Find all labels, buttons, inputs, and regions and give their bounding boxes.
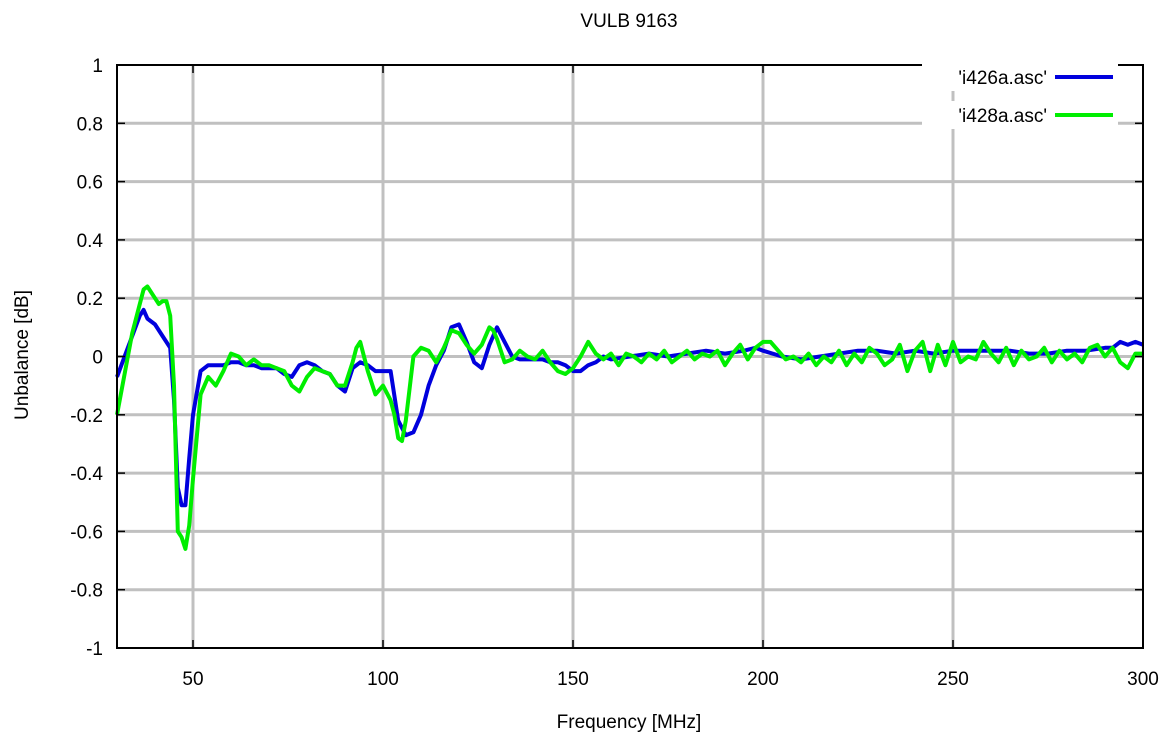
legend-label: 'i426a.asc' <box>958 68 1047 89</box>
legend: 'i426a.asc' 'i428a.asc' <box>922 63 1118 129</box>
y-tick-label: -0.2 <box>70 406 103 427</box>
x-tick-label: 50 <box>182 669 203 690</box>
legend-label: 'i428a.asc' <box>958 106 1047 127</box>
y-tick-label: 1 <box>92 56 103 77</box>
x-tick-label: 250 <box>937 669 969 690</box>
y-tick-label: 0.6 <box>77 173 103 194</box>
y-tick-label: -1 <box>86 639 103 660</box>
x-axis-title: Frequency [MHz] <box>557 712 702 733</box>
x-tick-label: 100 <box>367 669 399 690</box>
series-line-1 <box>115 307 1144 508</box>
y-tick-label: 0.8 <box>77 114 103 135</box>
y-tick-label: 0.2 <box>77 289 103 310</box>
series-line-2 <box>115 284 1143 551</box>
series-layer <box>115 284 1144 551</box>
chart-title: VULB 9163 <box>580 11 677 32</box>
y-tick-label: -0.4 <box>70 464 103 485</box>
x-tick-label: 300 <box>1127 669 1159 690</box>
x-tick-label: 150 <box>557 669 589 690</box>
y-tick-label: 0 <box>92 348 103 369</box>
y-axis-title: Unbalance [dB] <box>12 290 33 420</box>
y-tick-label: -0.6 <box>70 522 103 543</box>
ticks: 50 100 150 200 250 300 -1 -0.8 -0.6 -0.4 -0.2 0 0.2 0… <box>70 56 1159 690</box>
x-tick-label: 200 <box>747 669 779 690</box>
y-tick-label: -0.8 <box>70 581 103 602</box>
y-tick-label: 0.4 <box>77 231 104 252</box>
